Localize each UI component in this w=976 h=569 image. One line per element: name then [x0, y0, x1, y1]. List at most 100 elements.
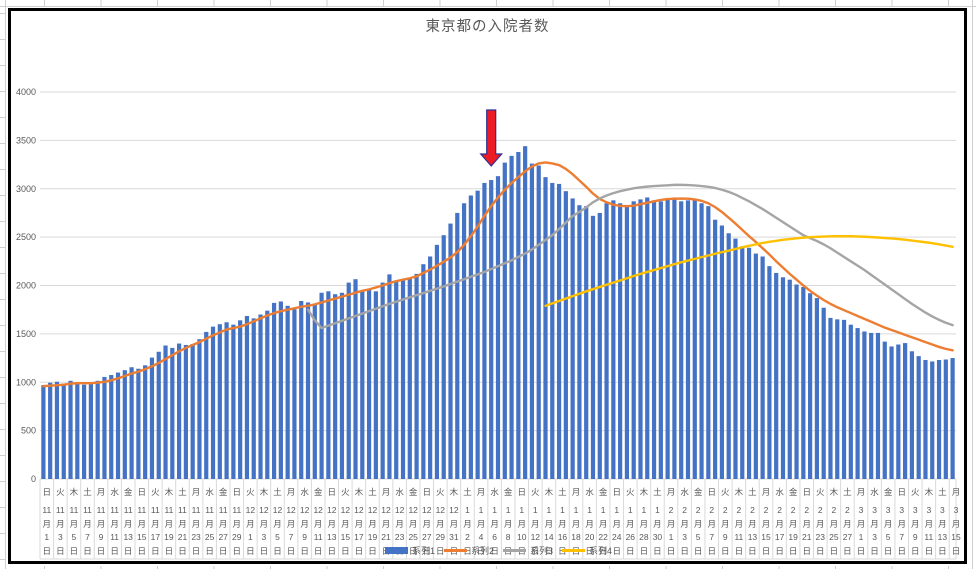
- bar: [129, 367, 134, 479]
- y-axis-tick-label: 1500: [16, 329, 36, 339]
- bar: [502, 162, 507, 479]
- x-axis-label: 土 11月21日: [177, 487, 188, 556]
- x-axis-label: 土 12月19日: [367, 487, 378, 556]
- legend-item-series2[interactable]: 系列2: [444, 544, 494, 557]
- x-axis-label: 木 1月28日: [639, 487, 649, 556]
- bar: [590, 215, 596, 479]
- series-line-系列4[interactable]: [544, 234, 954, 308]
- series-line-系列2[interactable]: [42, 161, 954, 388]
- x-axis-label: 火 12月15日: [340, 487, 351, 556]
- bar: [366, 289, 372, 479]
- x-axis-label: 火 2月23日: [815, 487, 826, 556]
- bar: [869, 332, 874, 479]
- bar: [434, 244, 440, 479]
- bar: [238, 320, 243, 479]
- bar: [862, 331, 867, 479]
- bar: [516, 151, 521, 480]
- legend-line-swatch-icon: [444, 549, 468, 552]
- y-axis-tick-label: 3000: [16, 184, 36, 194]
- bar: [441, 235, 446, 479]
- x-axis-label: 木 11月5日: [69, 487, 79, 556]
- bar: [48, 382, 53, 479]
- series-line-系列3[interactable]: [306, 183, 954, 330]
- bar: [482, 182, 487, 479]
- chart-border: [8, 8, 967, 564]
- bar: [54, 381, 60, 479]
- bar: [597, 212, 602, 479]
- x-axis-label: 金 11月27日: [218, 487, 228, 556]
- bar: [570, 198, 575, 479]
- legend-item-series3[interactable]: 系列3: [503, 544, 553, 557]
- bar: [394, 280, 399, 479]
- chart-legend[interactable]: 系列1 系列2 系列3 系列4: [385, 544, 612, 557]
- legend-label: 系列1: [412, 546, 436, 556]
- bar: [841, 319, 847, 479]
- bar: [461, 203, 467, 479]
- bar: [305, 302, 311, 479]
- bar: [645, 197, 650, 479]
- bar: [618, 203, 623, 479]
- bar: [746, 247, 752, 479]
- bar: [556, 183, 562, 479]
- x-axis-label: 金 12月11日: [313, 487, 323, 556]
- x-axis-label: 水 11月11日: [110, 487, 120, 556]
- x-axis-label: 水 12月9日: [299, 487, 310, 556]
- x-axis-label: 金 1月22日: [598, 487, 608, 556]
- bar: [75, 382, 80, 479]
- bar: [706, 206, 711, 480]
- x-axis-label: 土 3月13日: [937, 487, 948, 556]
- bar: [801, 286, 806, 479]
- bar: [265, 310, 270, 479]
- bar: [780, 277, 786, 479]
- series-bars-keiretsu1[interactable]: [41, 146, 955, 480]
- x-axis-label: 火 11月3日: [55, 487, 65, 556]
- x-axis-label: 土 2月27日: [842, 487, 853, 556]
- bar: [760, 256, 765, 479]
- bar: [821, 307, 826, 479]
- x-axis-label: 日 12月13日: [327, 487, 337, 556]
- bar: [360, 290, 365, 479]
- bar: [814, 298, 819, 479]
- x-axis-label: 木 2月11日: [734, 487, 744, 556]
- bar: [41, 385, 46, 479]
- bar: [468, 195, 473, 479]
- bar: [299, 300, 304, 479]
- bar: [68, 380, 73, 479]
- bar: [936, 360, 942, 479]
- bar: [380, 282, 385, 479]
- x-axis-label: 火 11月17日: [150, 487, 161, 556]
- bar: [624, 205, 630, 479]
- bar: [400, 279, 406, 479]
- bar: [631, 201, 636, 479]
- x-axis-label: 木 12月17日: [354, 487, 364, 556]
- bar: [428, 256, 433, 479]
- bar: [475, 190, 480, 479]
- y-axis-tick-label: 4000: [16, 87, 36, 97]
- chart-object[interactable]: 東京都の入院者数 0 500 1000 1500 2000 2500 3000 3500 400…: [8, 8, 967, 564]
- bar: [346, 282, 351, 479]
- x-axis-label: 火 12月1日: [245, 487, 256, 556]
- bar: [658, 201, 663, 479]
- legend-item-series4[interactable]: 系列4: [562, 544, 612, 557]
- chart-title[interactable]: 東京都の入院者数: [425, 19, 550, 35]
- bar: [414, 273, 419, 479]
- x-axis-label: 日 2月21日: [801, 487, 812, 556]
- legend-line-swatch-icon: [562, 549, 586, 552]
- x-axis-label: 水 3月3日: [870, 487, 879, 556]
- red-arrow-annotation[interactable]: [479, 109, 504, 167]
- x-axis-label: 金 2月19日: [788, 487, 798, 556]
- x-axis-label: 土 2月13日: [747, 487, 758, 556]
- x-axis-label: 日 11月15日: [137, 487, 147, 556]
- x-axis-label: 金 12月25日: [408, 487, 418, 556]
- y-axis-tick-label: 1000: [16, 377, 36, 387]
- legend-item-series1[interactable]: 系列1: [385, 544, 435, 557]
- x-axis-ticks: [39, 479, 957, 560]
- bar: [183, 345, 188, 479]
- bar: [326, 291, 331, 479]
- x-axis-label: 木 1月14日: [544, 487, 554, 556]
- bar: [190, 344, 195, 479]
- bar: [835, 319, 840, 479]
- x-axis-label: 金 11月13日: [123, 487, 133, 556]
- bar: [224, 322, 229, 479]
- bar: [875, 332, 881, 479]
